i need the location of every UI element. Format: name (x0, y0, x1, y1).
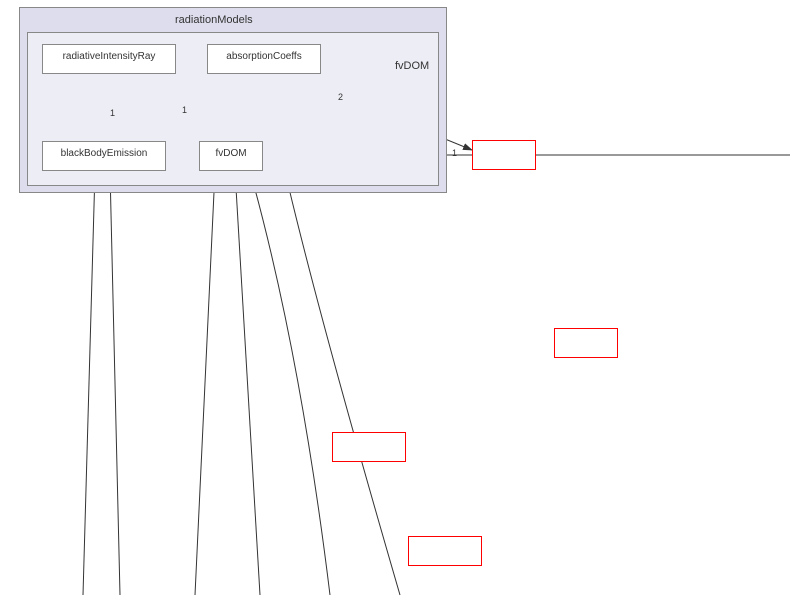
node-red1[interactable] (472, 140, 536, 170)
edge-fvDOM-down4 (235, 171, 260, 595)
edge-fvDOM-down3 (195, 171, 215, 595)
node-absorptionCoeffs[interactable]: absorptionCoeffs (207, 44, 321, 74)
container-label-outer: radiationModels (175, 14, 253, 26)
node-red4[interactable] (408, 536, 482, 566)
container-label-inner: fvDOM (395, 60, 429, 72)
node-fvDOM[interactable]: fvDOM (199, 141, 263, 171)
edge-label-radiativeIntensityRay-fvDOM: 1 (182, 105, 187, 115)
edge-blackBodyEmission-down1 (83, 171, 95, 595)
edge-label-fvDOM-right_edge: 1 (452, 148, 457, 158)
node-radiativeIntensityRay[interactable]: radiativeIntensityRay (42, 44, 176, 74)
edge-label-absorptionCoeffs-red1: 2 (338, 92, 343, 102)
edge-label-radiativeIntensityRay-blackBodyEmission: 1 (110, 108, 115, 118)
node-red3[interactable] (332, 432, 406, 462)
edge-fvDOM-down5 (250, 171, 330, 595)
edge-blackBodyEmission-down2 (110, 171, 120, 595)
node-red2[interactable] (554, 328, 618, 358)
node-blackBodyEmission[interactable]: blackBodyEmission (42, 141, 166, 171)
